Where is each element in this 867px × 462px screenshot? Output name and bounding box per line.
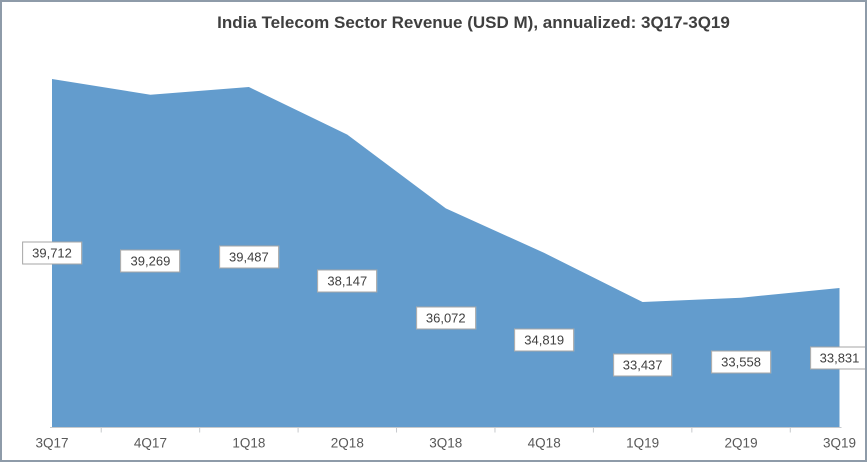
data-label: 34,819 xyxy=(514,328,575,352)
revenue-area-series xyxy=(52,79,840,427)
x-axis-label: 3Q18 xyxy=(429,435,463,451)
x-axis-label: 1Q19 xyxy=(626,435,660,451)
x-axis-label: 3Q19 xyxy=(822,435,857,451)
x-axis-label: 2Q18 xyxy=(330,435,364,451)
x-axis-label: 4Q17 xyxy=(133,435,167,451)
data-label: 39,712 xyxy=(22,241,82,265)
chart-title: India Telecom Sector Revenue (USD M), an… xyxy=(217,13,730,32)
data-label: 38,147 xyxy=(317,269,378,293)
x-axis-label: 4Q18 xyxy=(527,435,561,451)
x-axis-label: 1Q18 xyxy=(232,435,266,451)
data-label: 39,269 xyxy=(120,249,181,273)
data-label: 33,437 xyxy=(612,353,673,376)
x-axis-label: 2Q19 xyxy=(724,435,758,451)
data-label: 36,072 xyxy=(415,306,476,330)
x-axis-ticks xyxy=(100,428,791,433)
x-axis-label: 3Q17 xyxy=(35,435,69,451)
data-label: 33,558 xyxy=(711,350,771,374)
data-label: 39,487 xyxy=(218,245,279,269)
data-label: 33,831 xyxy=(809,346,865,369)
